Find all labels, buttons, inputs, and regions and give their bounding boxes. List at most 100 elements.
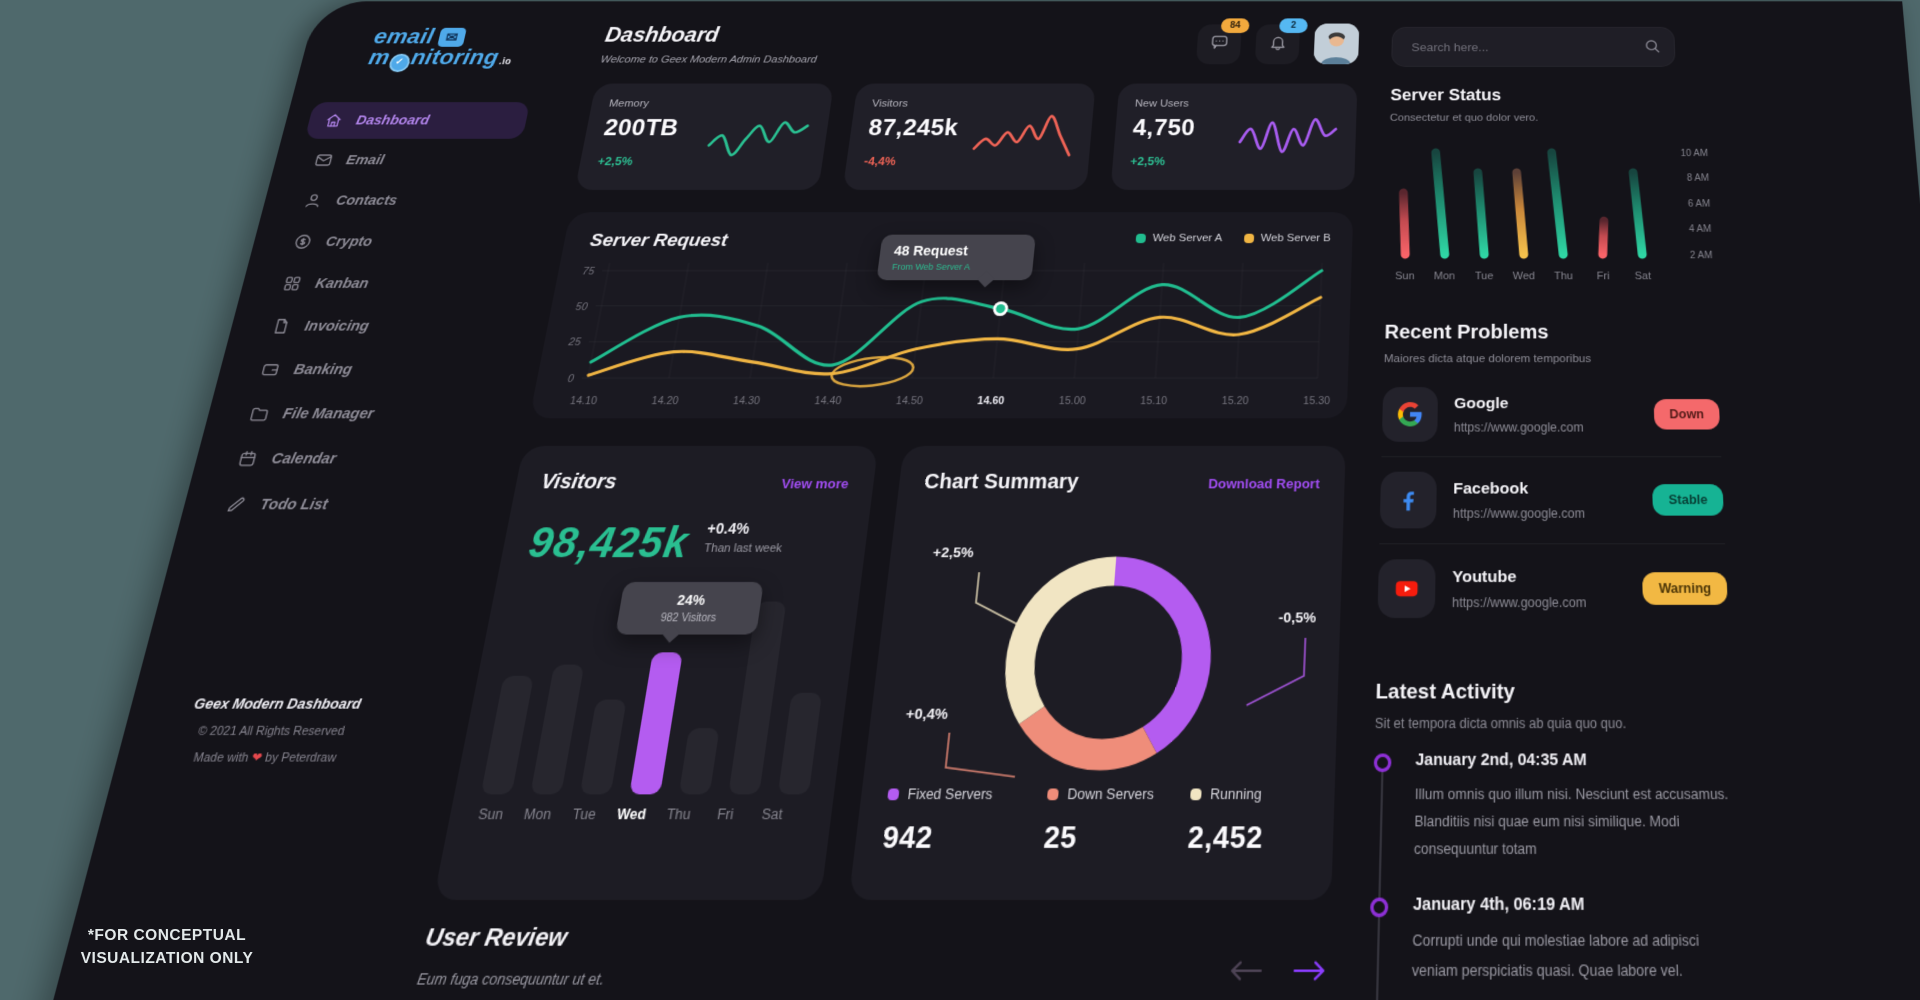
sidebar-item-crypto[interactable]: Crypto xyxy=(273,223,505,262)
activity-text: Illum omnis quo illum nisi. Nesciunt est… xyxy=(1413,786,1729,858)
youtube-icon xyxy=(1377,559,1436,619)
sidebar-item-banking[interactable]: Banking xyxy=(239,349,477,390)
facebook-icon xyxy=(1379,471,1437,529)
status-badge-stable: Stable xyxy=(1652,484,1724,516)
stat-sparkline xyxy=(1235,100,1339,172)
bell-icon xyxy=(1267,33,1288,56)
donut-callout-down-servers: +0,4% xyxy=(904,705,949,723)
visitors-bar-labels: Sun Mon Tue Wed Thu Fri Sat xyxy=(475,806,806,823)
problem-row-facebook[interactable]: Facebook https://www.google.com Stable xyxy=(1379,457,1726,545)
bar-label-wed: Wed xyxy=(615,806,648,823)
previous-arrow-button[interactable] xyxy=(1226,956,1266,986)
kanban-icon xyxy=(280,275,304,293)
stat-value: 4,750 xyxy=(1131,115,1196,141)
sidebar-item-label: Dashboard xyxy=(354,113,431,128)
coin-icon xyxy=(291,233,314,251)
sidebar-item-label: File Manager xyxy=(281,405,376,422)
visitors-bar-wed xyxy=(629,652,683,795)
server-status-header: Server Status Consectetur et quo dolor v… xyxy=(1390,86,1539,123)
svg-text:14.10: 14.10 xyxy=(569,396,598,407)
calendar-icon xyxy=(235,449,260,469)
timeline-marker-icon xyxy=(1369,898,1389,918)
recent-problems-title: Recent Problems xyxy=(1384,321,1549,344)
donut-callout-running: +2,5% xyxy=(932,544,975,561)
problem-row-google[interactable]: Google https://www.google.com Down xyxy=(1381,373,1722,458)
svg-text:Thu: Thu xyxy=(1554,270,1573,282)
svg-text:Wed: Wed xyxy=(1513,270,1535,282)
main-content: Dashboard Welcome to Geex Modern Admin D… xyxy=(416,1,1360,988)
sidebar-item-contacts[interactable]: Contacts xyxy=(284,182,514,220)
bank-icon xyxy=(258,360,282,379)
app-logo: email ✉ m ✓ nitoring.io xyxy=(366,25,547,73)
user-avatar[interactable] xyxy=(1313,23,1360,65)
svg-text:Sun: Sun xyxy=(1395,270,1415,282)
footer-title: Geex Modern Dashboard xyxy=(192,695,363,713)
server-status-chart: Sun Mon Tue Wed Thu Fri Sat 10 AM 8 AM 6 AM 4 AM 2 … xyxy=(1379,133,1713,282)
header-actions: 84 2 xyxy=(1195,17,1360,65)
stat-card-new-users: New Users 4,750 +2,5% xyxy=(1110,83,1358,190)
bar-label-thu: Thu xyxy=(665,806,692,823)
sidebar-item-file-manager[interactable]: File Manager xyxy=(228,393,469,435)
stat-sparkline xyxy=(701,100,814,172)
home-icon xyxy=(323,112,346,129)
sidebar-item-kanban[interactable]: Kanban xyxy=(262,264,496,303)
donut-counts: 942 25 2,452 xyxy=(881,819,1308,856)
problem-row-youtube[interactable]: Youtube https://www.google.com Warning xyxy=(1377,544,1729,633)
download-report-link[interactable]: Download Report xyxy=(1207,475,1320,492)
server-status-title: Server Status xyxy=(1390,86,1502,104)
messages-button[interactable]: 84 xyxy=(1195,17,1250,64)
latest-activity-header: Latest Activity Sit et tempora dicta omn… xyxy=(1375,680,1627,731)
stat-delta: +2,5% xyxy=(596,155,634,168)
visitors-bar-thu xyxy=(678,728,720,795)
user-review-subtitle: Eum fuga consequuntur ut et. xyxy=(415,970,606,989)
visitors-delta: +0.4% Than last week xyxy=(703,519,783,556)
sidebar-item-email[interactable]: Email xyxy=(294,142,522,179)
svg-text:14.60: 14.60 xyxy=(977,396,1005,407)
activity-date: January 2nd, 04:35 AM xyxy=(1415,751,1587,770)
sidebar-item-calendar[interactable]: Calendar xyxy=(216,438,459,480)
sidebar: email ✉ m ✓ nitoring.io Dashboard Email Conta… xyxy=(135,1,551,772)
problem-info: Facebook https://www.google.com xyxy=(1453,479,1637,520)
sidebar-item-dashboard[interactable]: Dashboard xyxy=(304,102,531,139)
sidebar-item-label: Kanban xyxy=(313,275,371,292)
footer-copyright: © 2021 All Rights Reserved xyxy=(196,725,346,739)
bottom-cards-row: Visitors View more 98,425k +0.4% Than la… xyxy=(433,445,1346,901)
user-review-title: User Review xyxy=(422,923,570,952)
problem-info: Youtube https://www.google.com xyxy=(1452,567,1627,609)
sidebar-item-todo-list[interactable]: Todo List xyxy=(204,483,449,526)
view-more-link[interactable]: View more xyxy=(780,475,850,492)
sidebar-item-label: Banking xyxy=(292,361,354,378)
user-icon xyxy=(302,192,325,210)
latest-activity-subtitle: Sit et tempora dicta omnis ab quia quo q… xyxy=(1374,715,1627,732)
svg-text:15.10: 15.10 xyxy=(1140,396,1168,407)
donut-count-down-servers: 25 xyxy=(1042,819,1079,856)
svg-text:14.40: 14.40 xyxy=(814,396,843,407)
svg-text:10 AM: 10 AM xyxy=(1680,149,1708,159)
latest-activity-title: Latest Activity xyxy=(1375,680,1515,705)
activity-date: January 4th, 06:19 AM xyxy=(1412,895,1585,916)
sidebar-nav: Dashboard Email Contacts Crypto Kanban Invoic… xyxy=(204,102,531,526)
chart-summary-card: Chart Summary Download Report Fixed Serv… xyxy=(848,445,1346,901)
problem-url: https://www.google.com xyxy=(1453,419,1584,435)
notifications-button[interactable]: 2 xyxy=(1254,17,1308,64)
sidebar-item-label: Contacts xyxy=(334,193,399,209)
search-icon[interactable] xyxy=(1643,37,1662,54)
recent-problems-list: Google https://www.google.com Down Faceb… xyxy=(1377,373,1729,633)
search-input[interactable] xyxy=(1391,26,1676,67)
sidebar-item-label: Todo List xyxy=(258,496,330,514)
sidebar-item-label: Email xyxy=(344,152,386,168)
invoice-icon xyxy=(269,317,293,336)
conceptual-note: *FOR CONCEPTUAL VISUALIZATION ONLY xyxy=(80,927,254,968)
notifications-badge: 2 xyxy=(1279,17,1308,33)
svg-text:4 AM: 4 AM xyxy=(1689,225,1712,236)
sidebar-item-label: Invoicing xyxy=(303,318,371,335)
sidebar-item-invoicing[interactable]: Invoicing xyxy=(251,306,487,346)
svg-text:50: 50 xyxy=(575,302,589,313)
next-arrow-button[interactable] xyxy=(1290,956,1330,986)
stat-card-visitors: Visitors 87,245k -4,4% xyxy=(842,83,1096,190)
mail-icon xyxy=(312,152,335,169)
bar-label-sun: Sun xyxy=(476,806,505,823)
messages-badge: 84 xyxy=(1220,17,1250,33)
svg-text:15.20: 15.20 xyxy=(1221,396,1249,407)
